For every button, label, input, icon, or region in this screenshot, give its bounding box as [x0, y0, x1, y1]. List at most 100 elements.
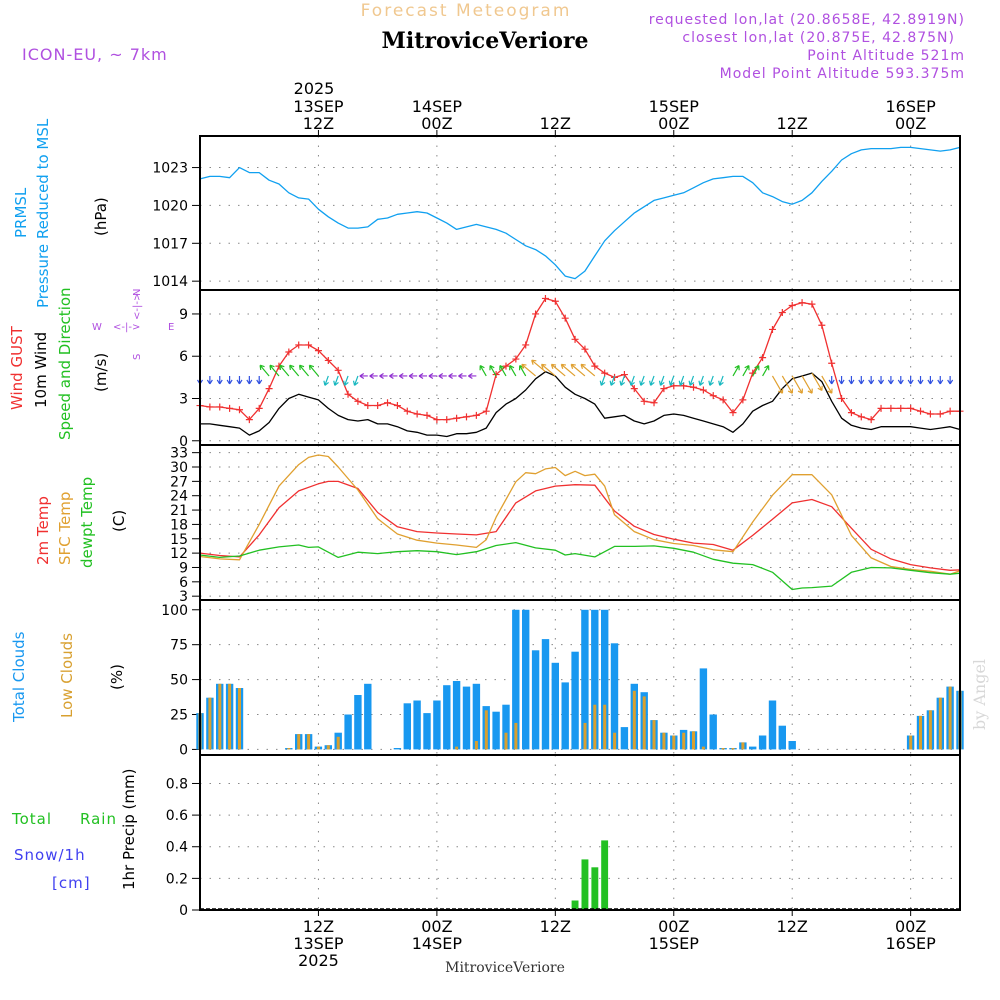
wind-direction-arrow	[359, 372, 368, 379]
sfc-temp-label: SFC Temp	[56, 492, 74, 565]
bar-rain	[571, 900, 579, 910]
wind-direction-arrow	[216, 375, 223, 385]
bar-low-clouds	[484, 710, 488, 750]
top-time-label: 16SEP	[886, 97, 937, 116]
wind-direction-arrow	[468, 372, 477, 379]
ytick-label: 3	[179, 392, 188, 408]
gust-marker	[847, 409, 855, 417]
wind-direction-arrow	[599, 375, 606, 386]
bar-low-clouds	[731, 748, 735, 750]
wind-direction-arrow	[732, 365, 740, 377]
panel-frame	[199, 599, 961, 756]
ytick-label: 100	[161, 603, 188, 619]
bar-low-clouds	[919, 715, 922, 750]
gust-marker	[887, 404, 895, 412]
precip-snow-unit: [cm]	[52, 874, 91, 892]
wind-direction-arrow	[658, 375, 665, 386]
gust-marker	[739, 396, 747, 404]
pressure-panel: PRMSL Pressure Reduced to MSL (hPa) 1014…	[12, 118, 961, 308]
bar-total-clouds	[581, 609, 589, 750]
bar-total-clouds	[541, 639, 550, 750]
wind-direction-arrow	[236, 375, 243, 385]
prmsl-label: PRMSL	[12, 187, 30, 238]
prmsl-unit: (hPa)	[92, 197, 110, 236]
direction-label: Speed and Direction	[56, 287, 74, 440]
bottom-time-label: 12Z	[777, 917, 808, 936]
gust-marker	[778, 309, 786, 317]
wind-direction-arrow	[570, 363, 586, 377]
gust-marker	[295, 341, 303, 349]
gust-marker	[709, 392, 717, 400]
bar-low-clouds	[474, 741, 478, 750]
gust-marker	[719, 396, 727, 404]
ytick-label: 1017	[152, 236, 188, 252]
bar-total-clouds	[522, 609, 530, 750]
wind-direction-arrow	[937, 375, 944, 385]
wind-direction-arrow	[256, 375, 263, 385]
gust-marker	[907, 404, 915, 412]
bottom-time-label: 12Z	[303, 917, 334, 936]
bar-total-clouds	[492, 711, 500, 750]
bar-low-clouds	[701, 746, 705, 750]
panel-frame	[199, 135, 961, 291]
bottom-time-label: 00Z	[895, 917, 926, 936]
point-altitude: Point Altitude 521m	[807, 48, 965, 64]
bar-total-clouds	[758, 735, 767, 750]
gust-marker	[255, 404, 263, 412]
bar-rain	[591, 867, 599, 910]
wind-direction-arrow	[698, 375, 705, 386]
gust-marker	[581, 345, 589, 353]
wind-direction-arrow	[540, 363, 556, 377]
wind-direction-arrow	[226, 375, 233, 385]
wind-direction-arrow	[668, 375, 675, 386]
gust-marker	[462, 413, 470, 421]
top-time-label: 00Z	[658, 114, 689, 133]
wind-direction-arrow	[887, 375, 894, 385]
gust-marker	[759, 354, 767, 362]
ytick-label: 25	[170, 708, 188, 724]
bar-total-clouds	[788, 741, 796, 750]
bar-total-clouds	[699, 668, 708, 750]
prmsl-label-long: Pressure Reduced to MSL	[34, 118, 52, 308]
bar-total-clouds	[423, 713, 431, 750]
top-year: 2025	[294, 79, 335, 98]
bar-total-clouds	[601, 609, 609, 750]
bar-low-clouds	[692, 731, 695, 750]
precip-panel: Total Rain Snow/1h [cm] 1hr Precip (mm) …	[11, 754, 961, 919]
wind-direction-arrow	[858, 375, 865, 385]
bar-total-clouds	[531, 650, 540, 750]
wind-direction-arrow	[762, 365, 770, 377]
wind-direction-arrow	[917, 375, 924, 385]
bar-low-clouds	[297, 734, 301, 750]
wind-direction-arrow	[521, 363, 536, 377]
compass-north: N	[132, 289, 143, 296]
wind-direction-arrow	[678, 375, 685, 386]
gust-marker	[482, 407, 490, 415]
bar-low-clouds	[928, 710, 932, 750]
series-line-sfc-temp	[199, 454, 961, 575]
bar-total-clouds	[403, 703, 411, 750]
precip-unit: 1hr Precip (mm)	[120, 769, 138, 890]
gust-marker	[897, 404, 905, 412]
clouds-unit: (%)	[108, 664, 126, 690]
wind-direction-arrow	[718, 375, 724, 386]
bar-total-clouds	[551, 662, 559, 750]
bar-total-clouds	[571, 651, 579, 750]
gust-marker	[226, 404, 234, 412]
gust-marker	[354, 397, 362, 405]
ytick-label: 75	[170, 638, 188, 654]
series-line-dewpt-temp	[199, 541, 961, 591]
wind-direction-arrow	[269, 364, 280, 377]
ytick-label: 0	[179, 742, 188, 758]
wind-direction-arrow	[531, 359, 546, 373]
wind-direction-arrow	[811, 372, 823, 391]
gust-marker	[532, 310, 540, 318]
bar-low-clouds	[672, 735, 676, 750]
gust-label: Wind GUST	[8, 325, 26, 410]
wind-direction-arrow	[352, 375, 359, 386]
ytick-label: 0.8	[166, 776, 188, 792]
temperature-panel: 2m Temp SFC Temp dewpt Temp (C) 36912151…	[34, 444, 961, 605]
bar-rain	[581, 859, 589, 910]
bar-total-clouds	[433, 700, 441, 750]
